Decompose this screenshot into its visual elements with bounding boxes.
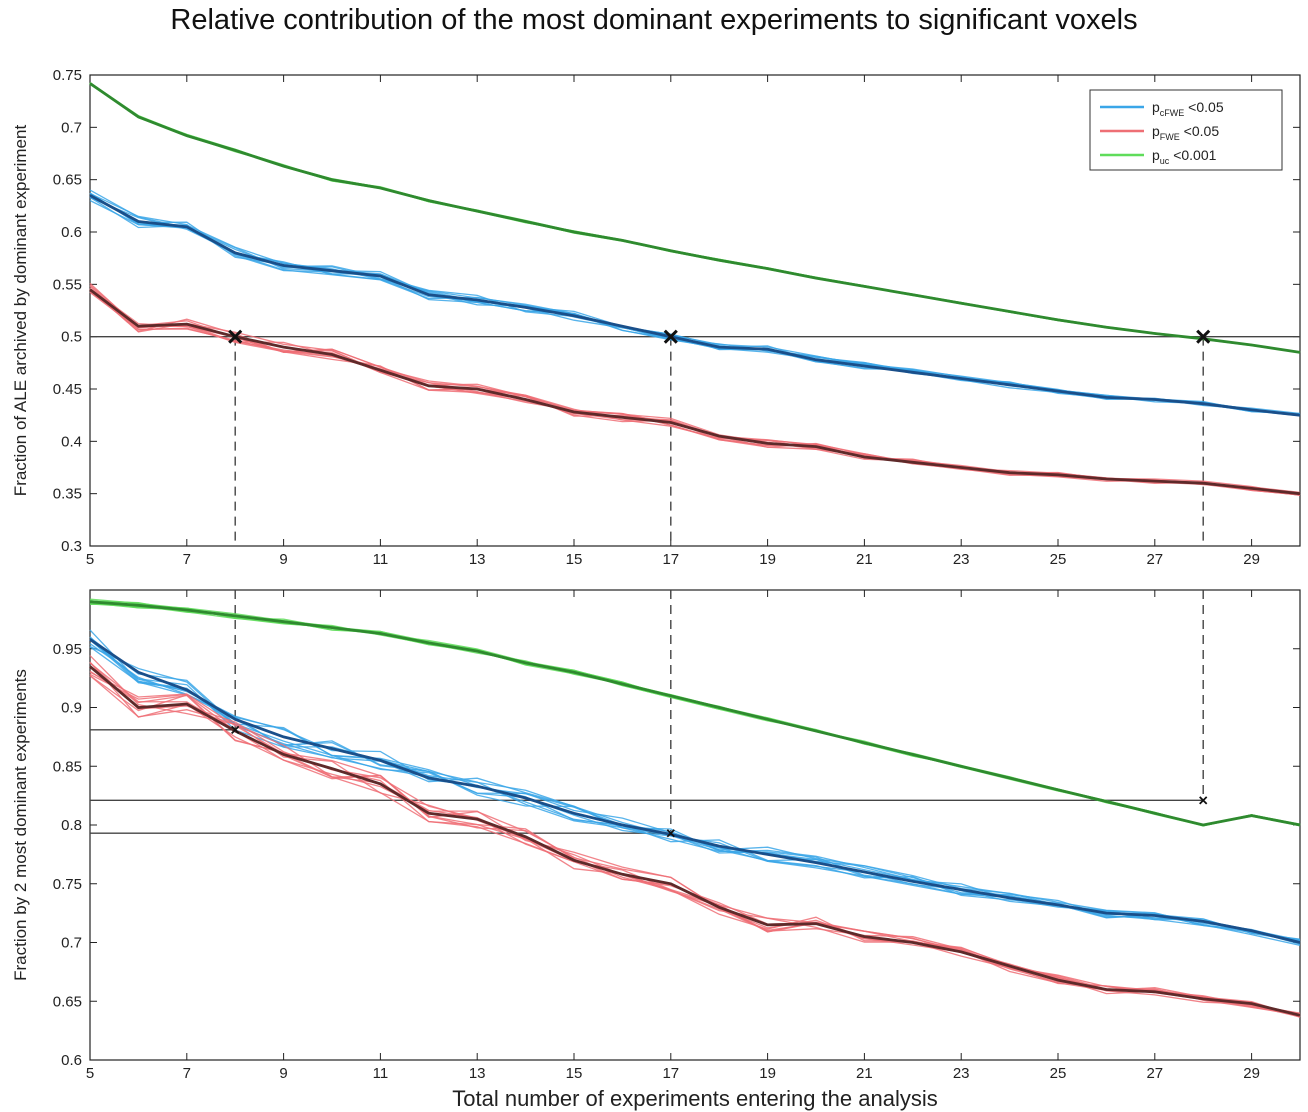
y-tick-label: 0.7 xyxy=(61,119,82,136)
replicate-line-cFWE xyxy=(89,189,1301,417)
replicate-line-cFWE xyxy=(89,199,1301,416)
x-tick-label: 7 xyxy=(183,1065,191,1082)
y-tick-label: 0.8 xyxy=(61,817,82,834)
y-tick-label: 0.6 xyxy=(61,1052,82,1069)
replicate-line-FWE xyxy=(89,287,1301,496)
y-tick-label: 0.65 xyxy=(53,172,82,189)
y-tick-label: 0.6 xyxy=(61,224,82,241)
replicate-line-uc xyxy=(89,601,1301,827)
y-tick-label: 0.4 xyxy=(61,433,82,450)
replicate-line-uc xyxy=(89,602,1301,827)
y-tick-label: 0.85 xyxy=(53,758,82,775)
x-tick-label: 15 xyxy=(566,551,583,568)
mean-line-uc xyxy=(89,600,1301,827)
x-tick-label: 19 xyxy=(759,551,776,568)
x-tick-label: 5 xyxy=(86,1065,94,1082)
y-axis-label: Fraction by 2 most dominant experiments xyxy=(11,669,30,981)
y-tick-label: 0.75 xyxy=(53,876,82,893)
x-tick-label: 29 xyxy=(1243,551,1260,568)
replicate-line-uc xyxy=(89,598,1301,827)
replicate-line-cFWE xyxy=(89,646,1301,945)
y-tick-label: 0.75 xyxy=(53,67,82,84)
mean-line-uc xyxy=(89,82,1301,354)
x-tick-label: 19 xyxy=(759,1065,776,1082)
x-tick-label: 17 xyxy=(662,1065,679,1082)
x-tick-label: 23 xyxy=(953,1065,970,1082)
replicate-line-uc xyxy=(89,600,1301,827)
replicate-line-cFWE xyxy=(89,192,1301,415)
mean-line-cFWE xyxy=(89,194,1301,417)
bottom-panel: 5 7 9 11 13 15 17 19 21 23 25 27 29 0.6 0.65 0.7 0.75 0.8… xyxy=(11,589,1301,1082)
x-tick-label: 5 xyxy=(86,551,94,568)
crossing-marker xyxy=(663,329,678,344)
y-tick-label: 0.95 xyxy=(53,641,82,658)
replicate-line-FWE xyxy=(89,661,1301,1015)
mean-line-FWE xyxy=(89,288,1301,496)
y-tick-label: 0.5 xyxy=(61,329,82,346)
x-tick-label: 21 xyxy=(856,551,873,568)
x-tick-label: 29 xyxy=(1243,1065,1260,1082)
replicate-line-cFWE xyxy=(89,193,1301,416)
y-tick-label: 0.45 xyxy=(53,381,82,398)
y-tick-label: 0.7 xyxy=(61,935,82,952)
mean-line-FWE xyxy=(89,665,1301,1017)
replicate-line-cFWE xyxy=(89,197,1301,415)
chart-title: Relative contribution of the most domina… xyxy=(170,4,1138,36)
x-tick-label: 17 xyxy=(662,551,679,568)
x-tick-label: 7 xyxy=(183,551,191,568)
replicate-line-uc xyxy=(89,599,1301,826)
x-tick-label: 9 xyxy=(279,551,287,568)
replicate-line-FWE xyxy=(89,288,1301,494)
legend-entry: pcFWE <0.05 xyxy=(1152,99,1224,118)
x-tick-label: 13 xyxy=(469,1065,486,1082)
replicate-line-FWE xyxy=(89,284,1301,496)
replicate-line-uc xyxy=(89,602,1301,827)
replicate-line-FWE xyxy=(89,288,1301,496)
x-tick-label: 25 xyxy=(1050,1065,1067,1082)
replicate-line-uc xyxy=(89,600,1301,827)
y-tick-label: 0.9 xyxy=(61,700,82,717)
replicate-line-FWE xyxy=(89,287,1301,494)
axes-frame xyxy=(89,74,1301,547)
legend: pcFWE <0.05 pFWE <0.05 puc <0.001 xyxy=(1089,89,1283,171)
replicate-line-FWE xyxy=(89,282,1301,496)
y-tick-label: 0.3 xyxy=(61,538,82,555)
x-tick-label: 25 xyxy=(1050,551,1067,568)
x-tick-label: 9 xyxy=(279,1065,287,1082)
y-axis-label: Fraction of ALE archived by dominant exp… xyxy=(11,125,30,497)
y-tick-label: 0.65 xyxy=(53,993,82,1010)
replicate-line-uc xyxy=(89,600,1301,827)
x-tick-label: 23 xyxy=(953,551,970,568)
replicate-line-cFWE xyxy=(89,192,1301,415)
legend-entry: puc <0.001 xyxy=(1152,147,1217,166)
x-tick-label: 27 xyxy=(1146,551,1163,568)
x-axis-label: Total number of experiments entering the… xyxy=(452,1086,937,1111)
replicate-line-FWE xyxy=(89,291,1301,494)
top-panel: 5 7 9 11 13 15 17 19 21 23 25 27 29 0.3 0.35 0.4 0.45 0.5… xyxy=(11,67,1301,568)
x-tick-label: 21 xyxy=(856,1065,873,1082)
mean-line-cFWE xyxy=(89,638,1301,944)
x-tick-label: 11 xyxy=(373,1065,389,1082)
replicate-line-FWE xyxy=(89,291,1301,496)
x-tick-label: 11 xyxy=(373,551,389,568)
y-tick-label: 0.55 xyxy=(53,276,82,293)
legend-entry: pFWE <0.05 xyxy=(1152,123,1219,142)
replicate-line-uc xyxy=(89,603,1301,827)
crossing-marker xyxy=(1199,796,1208,805)
replicate-line-cFWE xyxy=(89,645,1301,941)
crossing-marker xyxy=(666,829,675,838)
x-tick-label: 15 xyxy=(566,1065,583,1082)
y-tick-label: 0.35 xyxy=(53,486,82,503)
replicate-line-FWE xyxy=(89,285,1301,496)
crossing-marker xyxy=(228,329,243,344)
replicate-line-cFWE xyxy=(89,192,1301,416)
replicate-line-cFWE xyxy=(89,192,1301,417)
x-tick-label: 13 xyxy=(469,551,486,568)
replicate-line-cFWE xyxy=(89,196,1301,415)
x-tick-label: 27 xyxy=(1146,1065,1163,1082)
replicate-line-FWE xyxy=(89,655,1301,1015)
crossing-marker xyxy=(1196,329,1211,344)
crossing-marker xyxy=(231,725,240,734)
